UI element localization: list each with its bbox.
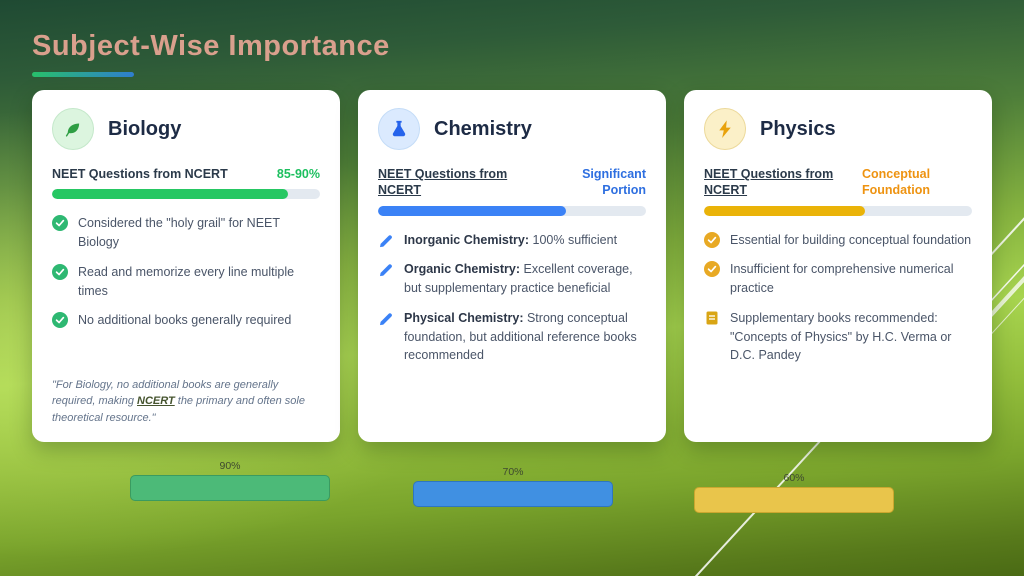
lightning-bolt-icon bbox=[704, 108, 746, 150]
pencil-icon bbox=[380, 264, 392, 277]
bullet-text: Inorganic Chemistry: 100% sufficient bbox=[404, 232, 618, 247]
physics-stat-value: Conceptual Foundation bbox=[862, 167, 931, 198]
bullet-text: Organic Chemistry: Excellent coverage, b… bbox=[404, 262, 633, 295]
physics-card-title: Physics bbox=[760, 117, 836, 140]
chemistry-summary-bar-label: 70% bbox=[502, 466, 524, 478]
check-circle-icon bbox=[52, 215, 68, 232]
bullet-text: Read and memorize every line multiple ti… bbox=[78, 264, 295, 298]
list-item: Inorganic Chemistry: 100% sufficient bbox=[378, 231, 646, 250]
physics-bullet-list: Essential for building conceptual founda… bbox=[704, 231, 972, 377]
chemistry-bullet-list: Inorganic Chemistry: 100% sufficient Org… bbox=[378, 231, 646, 377]
physics-stat-label[interactable]: NEET Questions from NCERT bbox=[704, 167, 834, 198]
chemistry-summary-bar bbox=[413, 481, 613, 507]
physics-stat-row: NEET Questions from NCERT Conceptual Fou… bbox=[704, 166, 972, 199]
list-item: Read and memorize every line multiple ti… bbox=[52, 263, 320, 301]
biology-bullet-list: Considered the "holy grail" for NEET Bio… bbox=[52, 214, 320, 341]
bullet-text: Physical Chemistry: Strong conceptual fo… bbox=[404, 310, 637, 363]
biology-summary-bar-group: 90% bbox=[130, 460, 330, 501]
bullet-text: No additional books generally required bbox=[78, 313, 292, 328]
chemistry-summary-bar-group: 70% bbox=[413, 466, 613, 507]
list-item: Physical Chemistry: Strong conceptual fo… bbox=[378, 309, 646, 365]
ncert-link[interactable]: NCERT bbox=[137, 395, 175, 407]
flask-icon bbox=[378, 108, 420, 150]
pencil-icon bbox=[380, 234, 392, 247]
biology-stat-row: NEET Questions from NCERT 85-90% bbox=[52, 166, 320, 182]
list-item: Organic Chemistry: Excellent coverage, b… bbox=[378, 260, 646, 298]
biology-stat-label: NEET Questions from NCERT bbox=[52, 167, 228, 181]
bullet-text: Essential for building conceptual founda… bbox=[730, 232, 972, 247]
bullet-text: Insufficient for comprehensive numerical… bbox=[730, 262, 954, 295]
page-title-block: Subject-Wise Importance bbox=[32, 30, 390, 77]
physics-summary-bar-label: 60% bbox=[783, 472, 805, 484]
chemistry-card-title: Chemistry bbox=[434, 117, 532, 140]
chemistry-card: Chemistry NEET Questions from NCERT Sign… bbox=[358, 90, 666, 442]
title-underline-decoration bbox=[32, 72, 134, 77]
book-icon bbox=[706, 311, 718, 325]
list-item: Essential for building conceptual founda… bbox=[704, 231, 972, 250]
pencil-icon bbox=[380, 313, 392, 325]
physics-summary-bar bbox=[694, 487, 894, 513]
chemistry-stat-label[interactable]: NEET Questions from NCERT bbox=[378, 167, 508, 198]
biology-card-header: Biology bbox=[52, 108, 320, 150]
physics-card-header: Physics bbox=[704, 108, 972, 150]
chemistry-card-header: Chemistry bbox=[378, 108, 646, 150]
physics-progress-fill bbox=[704, 205, 865, 216]
biology-summary-bar-label: 90% bbox=[219, 460, 241, 472]
page-title: Subject-Wise Importance bbox=[32, 30, 390, 62]
biology-card: Biology NEET Questions from NCERT 85-90%… bbox=[32, 90, 340, 442]
bullet-text: Supplementary books recommended: "Concep… bbox=[730, 310, 952, 363]
check-circle-icon bbox=[52, 263, 68, 280]
list-item: Supplementary books recommended: "Concep… bbox=[704, 309, 972, 365]
leaf-icon bbox=[52, 108, 94, 150]
list-item: No additional books generally required bbox=[52, 311, 320, 330]
physics-card: Physics NEET Questions from NCERT Concep… bbox=[684, 90, 992, 442]
chemistry-stat-value: Significant Portion bbox=[582, 167, 646, 198]
biology-progress-fill bbox=[52, 189, 288, 200]
biology-progress-bar bbox=[52, 189, 320, 200]
chemistry-progress-fill bbox=[378, 205, 566, 216]
physics-progress-bar bbox=[704, 205, 972, 216]
list-item: Considered the "holy grail" for NEET Bio… bbox=[52, 214, 320, 252]
check-circle-icon bbox=[704, 231, 720, 248]
biology-stat-value: 85-90% bbox=[276, 167, 320, 181]
biology-quote: "For Biology, no additional books are ge… bbox=[52, 378, 305, 424]
biology-card-title: Biology bbox=[108, 117, 182, 140]
physics-summary-bar-group: 60% bbox=[694, 472, 894, 513]
check-circle-icon bbox=[52, 312, 68, 329]
chemistry-stat-row: NEET Questions from NCERT Significant Po… bbox=[378, 166, 646, 199]
check-circle-icon bbox=[704, 261, 720, 278]
chemistry-progress-bar bbox=[378, 205, 646, 216]
biology-summary-bar bbox=[130, 475, 330, 501]
list-item: Insufficient for comprehensive numerical… bbox=[704, 260, 972, 298]
bullet-text: Considered the "holy grail" for NEET Bio… bbox=[78, 216, 280, 249]
